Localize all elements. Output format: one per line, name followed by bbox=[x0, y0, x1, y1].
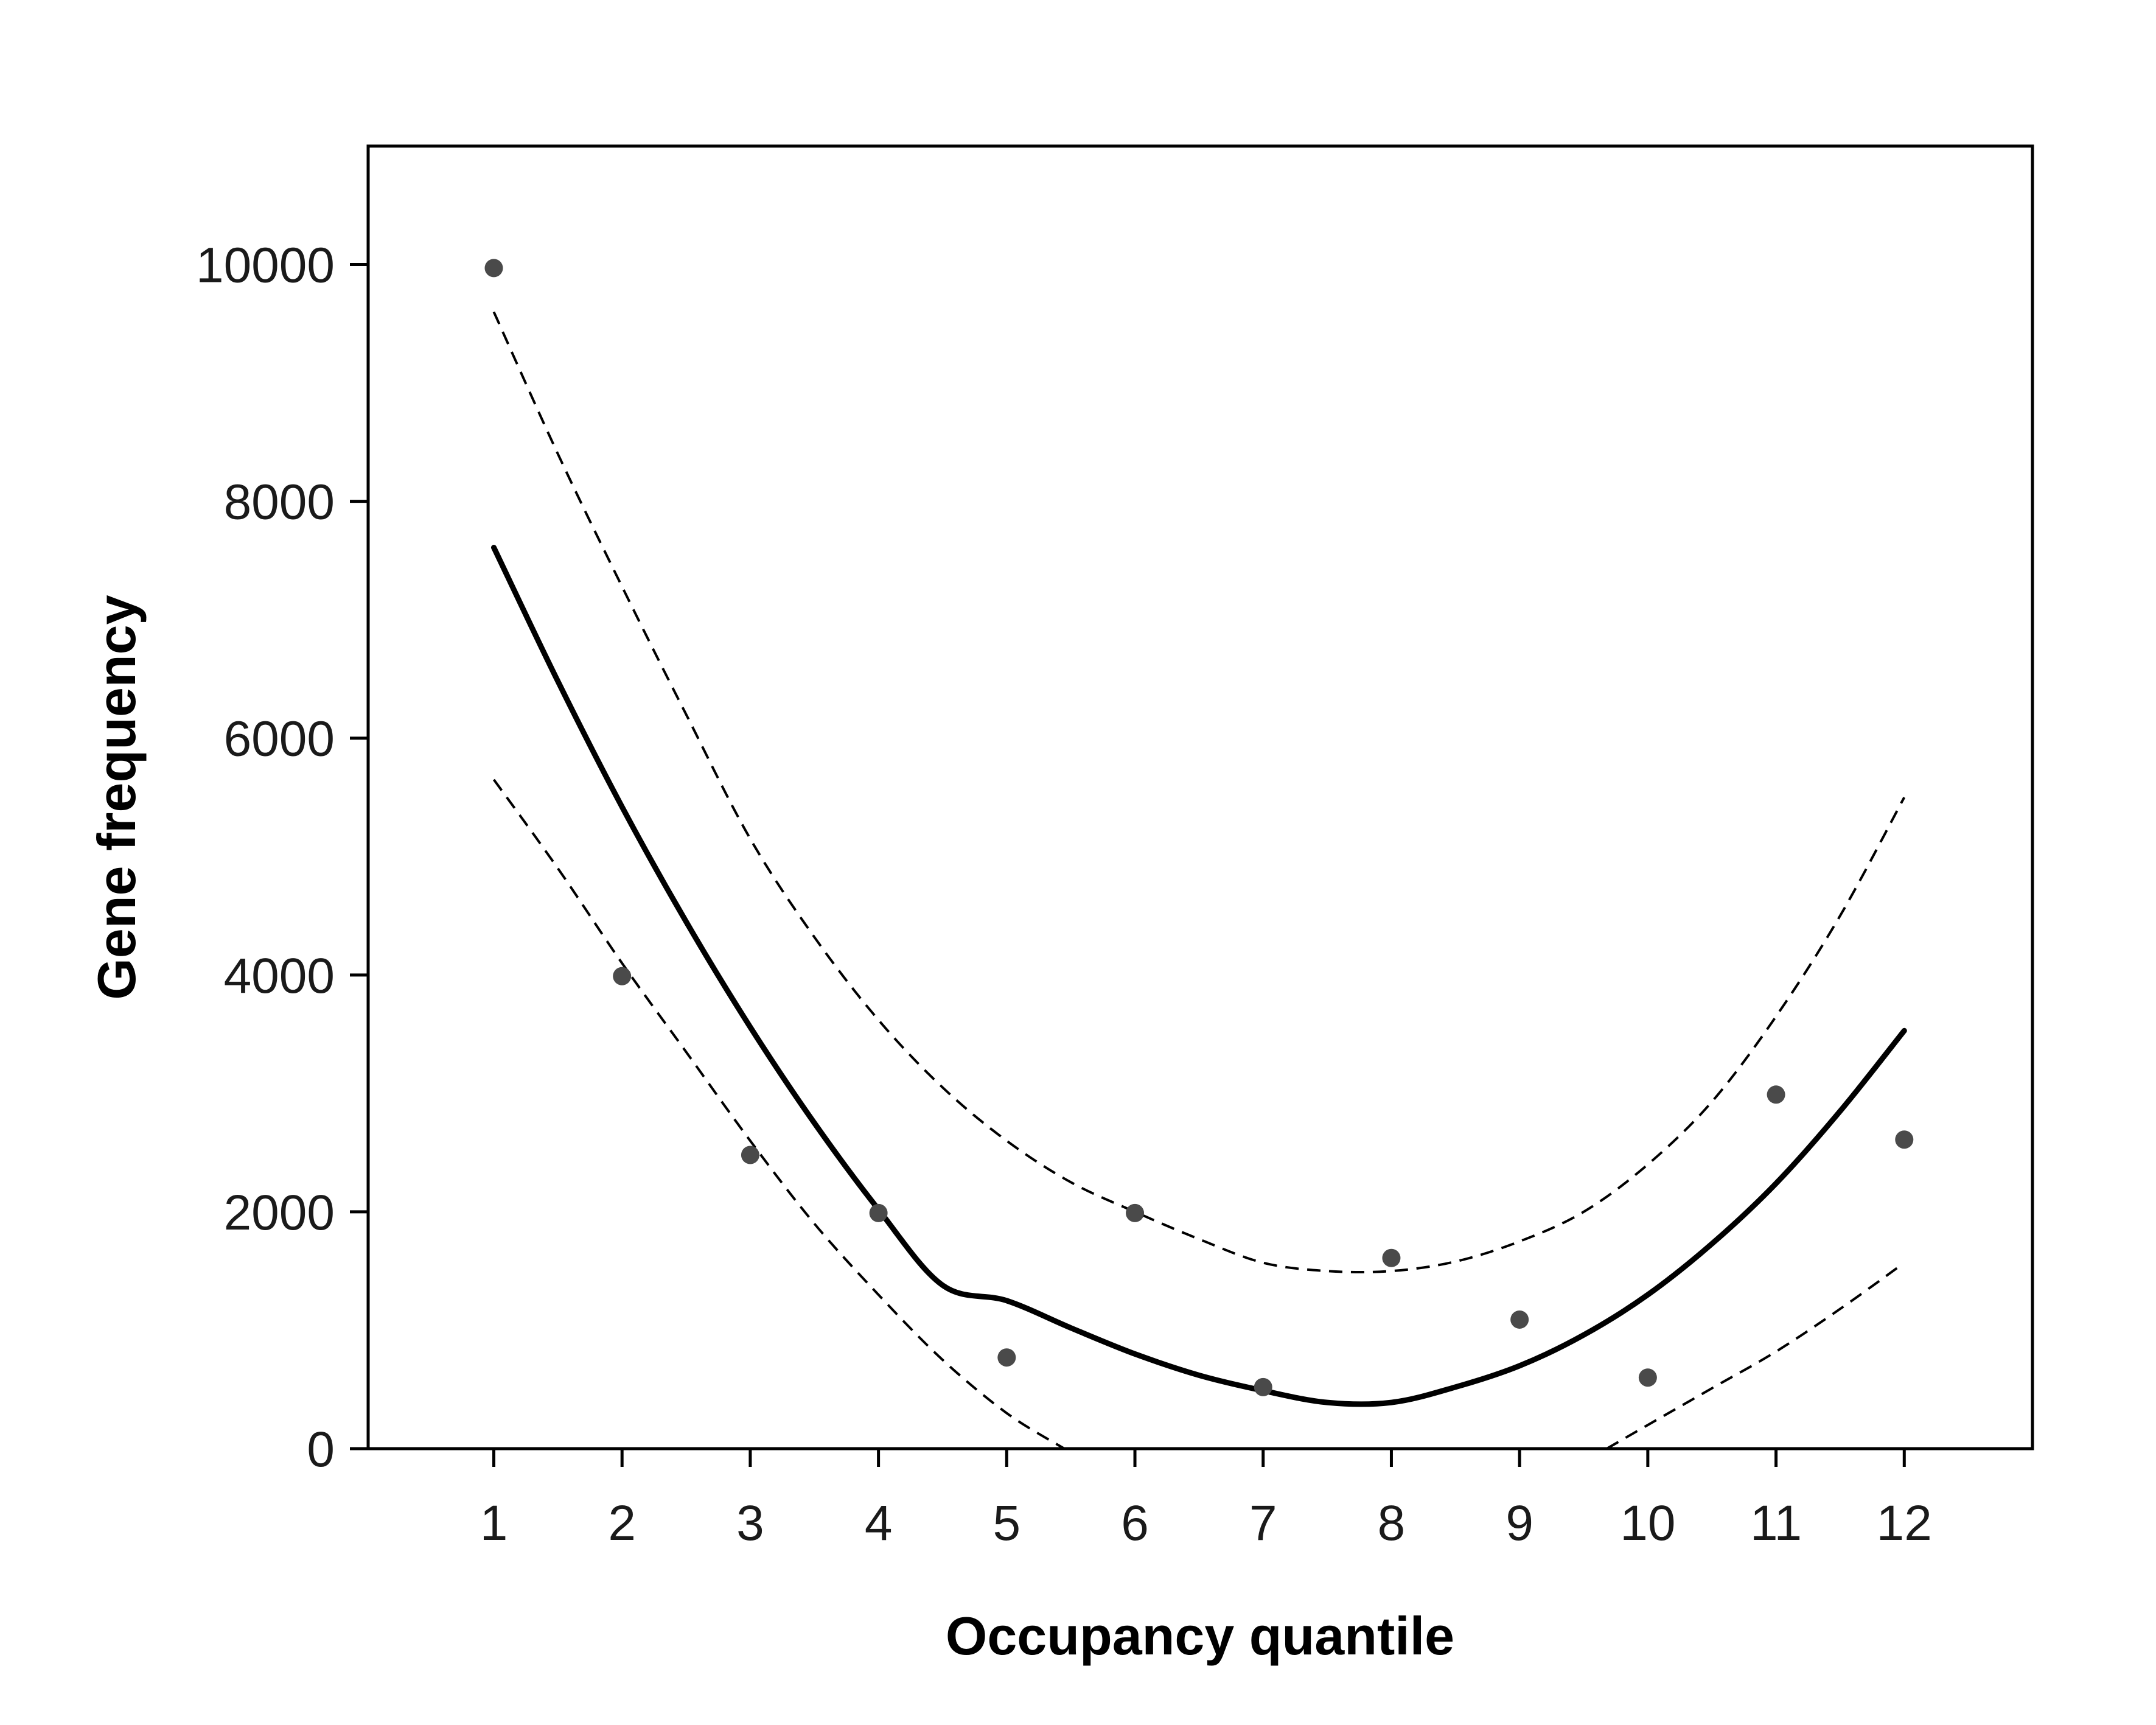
x-tick-label: 6 bbox=[1121, 1496, 1149, 1551]
data-point bbox=[1382, 1248, 1401, 1267]
fit-curve-group bbox=[491, 545, 1907, 1407]
x-tick-label: 2 bbox=[608, 1496, 636, 1551]
plot-frame bbox=[366, 144, 2034, 1450]
fit-curve bbox=[491, 545, 1907, 1407]
x-tick-label: 5 bbox=[993, 1496, 1021, 1551]
x-tick-label: 7 bbox=[1249, 1496, 1277, 1551]
y-tick-label: 0 bbox=[307, 1422, 335, 1477]
data-point bbox=[1254, 1377, 1272, 1396]
x-tick-label: 12 bbox=[1877, 1496, 1932, 1551]
confidence-bands bbox=[492, 311, 1906, 1450]
y-tick-label: 2000 bbox=[224, 1185, 335, 1240]
x-tick-label: 9 bbox=[1505, 1496, 1533, 1551]
x-axis-ticks: 1 2 3 4 5 6 7 8 9 10 11 12 bbox=[480, 1449, 1932, 1551]
y-tick-label: 8000 bbox=[224, 475, 335, 530]
data-point bbox=[484, 259, 503, 278]
y-axis-title: Gene frequency bbox=[86, 595, 147, 999]
x-tick-label: 8 bbox=[1378, 1496, 1406, 1551]
data-point bbox=[1767, 1085, 1785, 1104]
upper-band-line bbox=[492, 311, 1906, 1274]
data-point bbox=[869, 1203, 888, 1222]
y-axis-ticks: 0 2000 4000 6000 8000 10000 bbox=[196, 238, 368, 1477]
y-tick-label: 4000 bbox=[224, 948, 335, 1004]
data-point bbox=[1895, 1130, 1914, 1149]
y-tick-label: 10000 bbox=[196, 238, 335, 293]
data-point bbox=[741, 1146, 759, 1164]
x-tick-label: 11 bbox=[1750, 1496, 1802, 1551]
x-tick-label: 3 bbox=[736, 1496, 764, 1551]
y-tick-label: 6000 bbox=[224, 712, 335, 767]
data-point bbox=[1510, 1310, 1529, 1329]
x-tick-label: 4 bbox=[865, 1496, 893, 1551]
data-points bbox=[484, 259, 1914, 1396]
x-tick-label: 1 bbox=[480, 1496, 508, 1551]
lower-band-right-line bbox=[1606, 1266, 1899, 1450]
data-point bbox=[1126, 1203, 1145, 1222]
x-axis-title: Occupancy quantile bbox=[946, 1606, 1454, 1666]
lower-band-left-line bbox=[492, 779, 1066, 1450]
data-point bbox=[997, 1348, 1016, 1367]
x-tick-label: 10 bbox=[1620, 1496, 1675, 1551]
data-point bbox=[1638, 1368, 1657, 1387]
data-point bbox=[613, 967, 632, 985]
